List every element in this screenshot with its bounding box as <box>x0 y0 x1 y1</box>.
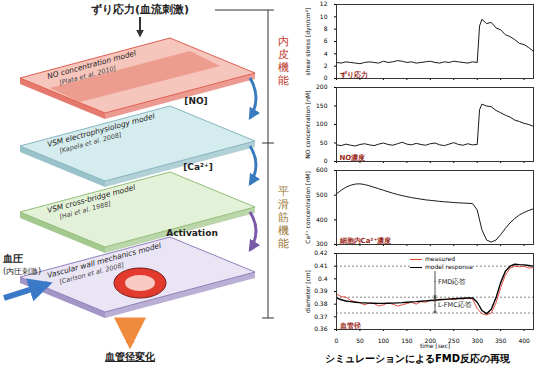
svg-text:0.4: 0.4 <box>318 275 328 282</box>
svg-text:能: 能 <box>278 237 289 250</box>
svg-text:250: 250 <box>448 336 460 344</box>
svg-text:[Carlson et al. 2008]: [Carlson et al. 2008] <box>58 261 125 286</box>
svg-text:NO concentration [nM]: NO concentration [nM] <box>304 90 311 158</box>
svg-text:diameter [cm]: diameter [cm] <box>304 270 311 313</box>
svg-text:(内圧刺激): (内圧刺激) <box>3 267 41 276</box>
svg-text:[Hai et al. 1988]: [Hai et al. 1988] <box>58 200 112 222</box>
svg-text:内: 内 <box>278 35 289 48</box>
svg-text:Vascular wall mechanics model: Vascular wall mechanics model <box>46 240 162 280</box>
svg-text:血管径変化: 血管径変化 <box>104 351 156 362</box>
html-text:model response: model response <box>425 263 473 270</box>
svg-text:Ca²⁺ concentration [nM]: Ca²⁺ concentration [nM] <box>304 171 311 243</box>
svg-text:平: 平 <box>278 185 289 198</box>
svg-text:血圧: 血圧 <box>2 253 23 264</box>
svg-text:Activation: Activation <box>166 228 218 238</box>
svg-text:4: 4 <box>324 50 328 57</box>
svg-text:6: 6 <box>324 37 328 44</box>
svg-text:350: 350 <box>495 337 507 344</box>
svg-text:0: 0 <box>335 337 339 344</box>
svg-text:50: 50 <box>356 337 364 344</box>
svg-text:8: 8 <box>324 25 328 32</box>
svg-text:0.41: 0.41 <box>314 262 328 269</box>
svg-text:[NO]: [NO] <box>184 96 207 106</box>
svg-text:L-FMC応答: L-FMC応答 <box>438 301 472 309</box>
svg-text:500: 500 <box>316 191 328 198</box>
svg-text:滑: 滑 <box>278 198 289 211</box>
svg-text:機: 機 <box>278 224 289 237</box>
svg-text:50: 50 <box>320 139 328 146</box>
svg-text:0.36: 0.36 <box>314 325 328 332</box>
svg-text:300: 300 <box>316 240 328 247</box>
svg-text:100: 100 <box>316 120 328 127</box>
svg-text:VSM cross-bridge model: VSM cross-bridge model <box>46 182 137 215</box>
svg-text:time [sec]: time [sec] <box>420 342 450 349</box>
svg-text:150: 150 <box>316 102 328 109</box>
svg-text:600: 600 <box>316 166 328 173</box>
svg-text:血管径: 血管径 <box>339 322 361 330</box>
svg-text:NO concentration model: NO concentration model <box>46 48 137 81</box>
svg-text:200: 200 <box>316 83 328 90</box>
svg-text:100: 100 <box>378 337 390 344</box>
svg-text:0.39: 0.39 <box>314 287 328 294</box>
svg-text:筋: 筋 <box>278 211 289 224</box>
svg-text:150: 150 <box>401 337 413 344</box>
svg-text:shear stress [dyn/cm²]: shear stress [dyn/cm²] <box>304 8 312 76</box>
svg-text:皮: 皮 <box>278 48 289 61</box>
svg-text:機: 機 <box>278 61 289 74</box>
svg-text:0: 0 <box>324 74 328 81</box>
svg-text:VSM electrophysiology model: VSM electrophysiology model <box>46 111 156 149</box>
svg-text:0: 0 <box>324 157 328 164</box>
svg-text:400: 400 <box>518 337 530 344</box>
svg-text:300: 300 <box>471 337 483 344</box>
svg-text:10: 10 <box>320 13 328 20</box>
svg-text:12: 12 <box>320 0 328 7</box>
svg-text:200: 200 <box>424 336 436 344</box>
svg-text:0.37: 0.37 <box>314 313 328 320</box>
svg-text:ずり応力: ずり応力 <box>340 70 368 79</box>
html-text:measured: measured <box>425 255 455 262</box>
svg-text:0.38: 0.38 <box>314 300 328 307</box>
svg-text:NO濃度: NO濃度 <box>340 153 366 162</box>
svg-text:細胞内Ca²⁺濃度: 細胞内Ca²⁺濃度 <box>339 236 392 245</box>
html-text:シミュレーションによるFMD反応の再現: シミュレーションによるFMD反応の再現 <box>325 353 510 364</box>
svg-text:[Ca²⁺]: [Ca²⁺] <box>183 162 213 172</box>
svg-text:FMD応答: FMD応答 <box>438 278 466 286</box>
svg-text:ずり応力(血流刺激): ずり応力(血流刺激) <box>91 3 189 16</box>
svg-text:[Plata et al. 2010]: [Plata et al. 2010] <box>58 64 117 87</box>
svg-text:[Kapela et al. 2008]: [Kapela et al. 2008] <box>58 131 122 155</box>
svg-text:2: 2 <box>324 62 328 69</box>
svg-text:能: 能 <box>278 74 289 87</box>
svg-text:0.42: 0.42 <box>314 249 328 256</box>
svg-text:400: 400 <box>316 216 328 223</box>
